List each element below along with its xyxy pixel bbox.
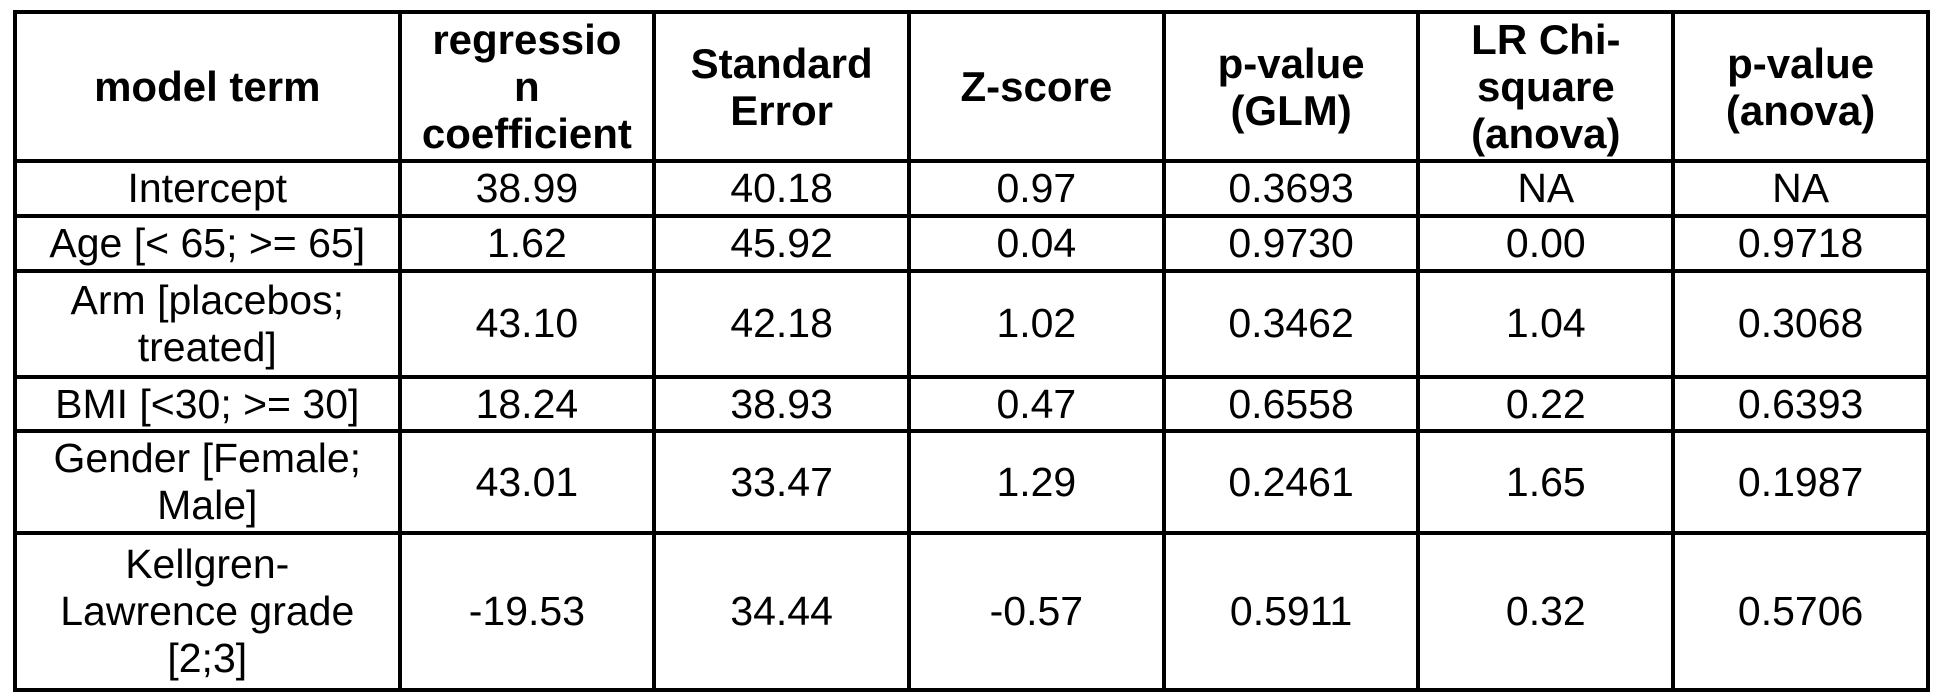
value-cell: 1.04	[1416, 268, 1676, 379]
column-header-2: Standard Error	[652, 9, 911, 164]
value-cell: 0.6558	[1161, 374, 1421, 434]
value-cell: 0.32	[1416, 530, 1676, 692]
value-cell: -19.53	[397, 530, 657, 692]
page: model term regressio n coefficient Standar…	[13, 9, 1930, 692]
value-cell: 0.9730	[1161, 213, 1421, 273]
column-header-3: Z-score	[906, 9, 1166, 164]
header-row: model term regressio n coefficient Standar…	[13, 9, 1930, 164]
model-term-cell: Arm [placebos; treated]	[13, 268, 402, 379]
column-header-4: p-value (GLM)	[1161, 9, 1421, 164]
value-cell: 0.3068	[1671, 268, 1930, 379]
column-header-0: model term	[13, 9, 402, 164]
model-term-cell: Age [< 65; >= 65]	[13, 213, 402, 273]
table-row: BMI [<30; >= 30] 18.24 38.93 0.47 0.6558 0.22…	[13, 374, 1930, 434]
value-cell: NA	[1416, 159, 1676, 218]
value-cell: 1.65	[1416, 429, 1676, 535]
value-cell: 1.62	[397, 213, 657, 273]
model-term-cell: Gender [Female; Male]	[13, 429, 402, 535]
value-cell: 0.97	[906, 159, 1166, 218]
value-cell: 0.3693	[1161, 159, 1421, 218]
value-cell: 33.47	[652, 429, 911, 535]
value-cell: 0.00	[1416, 213, 1676, 273]
value-cell: 0.5706	[1671, 530, 1930, 692]
column-header-5: LR Chi- square (anova)	[1416, 9, 1676, 164]
value-cell: 38.99	[397, 159, 657, 218]
table-row: Kellgren- Lawrence grade [2;3] -19.53 34.4…	[13, 530, 1930, 692]
glm-anova-results-table: model term regressio n coefficient Standar…	[13, 9, 1930, 692]
column-header-1: regressio n coefficient	[397, 9, 657, 164]
value-cell: 0.9718	[1671, 213, 1930, 273]
value-cell: 0.2461	[1161, 429, 1421, 535]
value-cell: 34.44	[652, 530, 911, 692]
value-cell: 38.93	[652, 374, 911, 434]
value-cell: 0.5911	[1161, 530, 1421, 692]
value-cell: 0.04	[906, 213, 1166, 273]
table-body: Intercept 38.99 40.18 0.97 0.3693 NA NA Age [< …	[13, 159, 1930, 692]
value-cell: 0.47	[906, 374, 1166, 434]
table-row: Intercept 38.99 40.18 0.97 0.3693 NA NA	[13, 159, 1930, 218]
value-cell: 0.22	[1416, 374, 1676, 434]
value-cell: 43.10	[397, 268, 657, 379]
value-cell: 1.02	[906, 268, 1166, 379]
model-term-cell: Kellgren- Lawrence grade [2;3]	[13, 530, 402, 692]
value-cell: NA	[1671, 159, 1930, 218]
table-row: Age [< 65; >= 65] 1.62 45.92 0.04 0.9730 0.00…	[13, 213, 1930, 273]
value-cell: 40.18	[652, 159, 911, 218]
value-cell: 18.24	[397, 374, 657, 434]
table-row: Arm [placebos; treated] 43.10 42.18 1.02 0.3…	[13, 268, 1930, 379]
value-cell: 0.1987	[1671, 429, 1930, 535]
value-cell: 42.18	[652, 268, 911, 379]
table-row: Gender [Female; Male] 43.01 33.47 1.29 0.246…	[13, 429, 1930, 535]
table-header: model term regressio n coefficient Standar…	[13, 9, 1930, 164]
value-cell: -0.57	[906, 530, 1166, 692]
value-cell: 1.29	[906, 429, 1166, 535]
value-cell: 0.3462	[1161, 268, 1421, 379]
value-cell: 43.01	[397, 429, 657, 535]
model-term-cell: BMI [<30; >= 30]	[13, 374, 402, 434]
value-cell: 45.92	[652, 213, 911, 273]
value-cell: 0.6393	[1671, 374, 1930, 434]
model-term-cell: Intercept	[13, 159, 402, 218]
column-header-6: p-value (anova)	[1671, 9, 1930, 164]
